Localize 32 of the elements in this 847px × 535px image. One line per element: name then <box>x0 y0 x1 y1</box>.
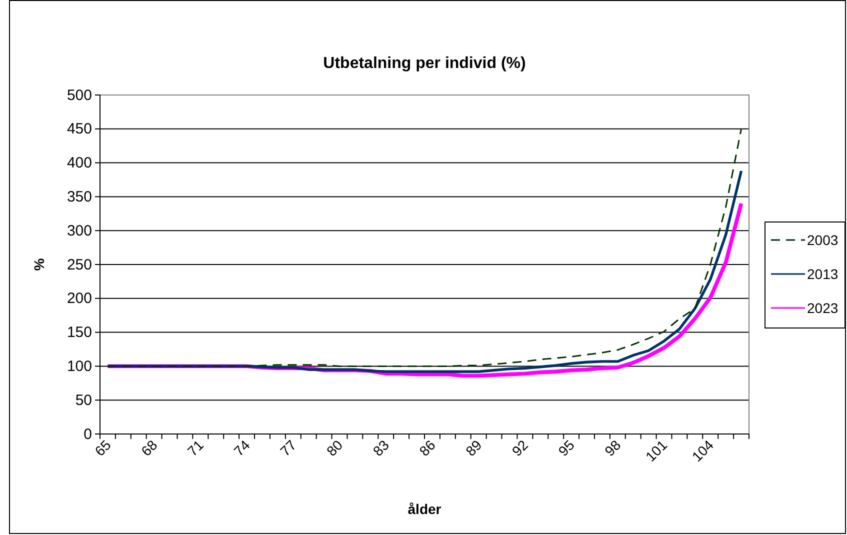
y-tick-label: 300 <box>66 222 92 240</box>
x-axis-title: ålder <box>408 501 442 517</box>
y-tick-label: 350 <box>66 188 92 206</box>
legend-label: 2003 <box>807 232 838 248</box>
x-tick-label: 101 <box>642 436 670 465</box>
x-tick-label: 83 <box>370 436 392 460</box>
x-tick-label: 80 <box>323 436 346 460</box>
x-tick-label: 77 <box>276 436 300 460</box>
y-tick-label: 250 <box>66 256 92 274</box>
line-series <box>106 128 742 367</box>
x-tick-label: 65 <box>92 436 114 460</box>
y-tick-label: 400 <box>66 154 92 172</box>
x-tick-label: 86 <box>416 436 438 460</box>
y-axis-title: % <box>31 258 47 271</box>
y-tick-label: 150 <box>66 324 92 342</box>
x-tick-label: 95 <box>555 436 578 460</box>
x-tick-label: 68 <box>138 436 160 460</box>
legend-label: 2023 <box>807 300 838 316</box>
x-tick-label: 74 <box>230 436 254 460</box>
y-tick-label: 450 <box>66 120 92 138</box>
legend-label: 2013 <box>807 266 838 282</box>
x-tick-label: 104 <box>688 436 717 465</box>
y-tick-label: 50 <box>75 392 92 409</box>
chart-title: Utbetalning per individ (%) <box>323 55 526 72</box>
x-tick-label: 89 <box>462 436 485 460</box>
y-tick-label: 500 <box>66 86 92 104</box>
y-tick-label: 100 <box>66 358 92 375</box>
y-tick-label: 0 <box>84 426 92 443</box>
y-tick-label: 200 <box>66 290 92 308</box>
x-tick-label: 71 <box>184 436 207 460</box>
x-tick-label: 98 <box>601 436 624 460</box>
x-tick-label: 92 <box>508 436 532 460</box>
